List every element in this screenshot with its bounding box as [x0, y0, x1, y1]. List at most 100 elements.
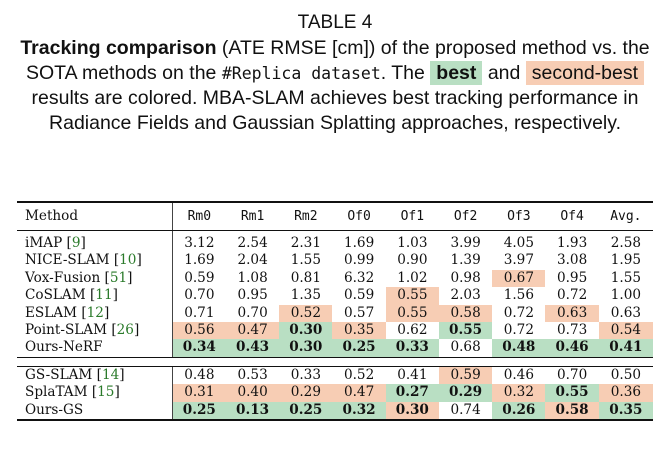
table-row-gs-slam: GS-SLAM [14] 0.48 0.53 0.33 0.52 0.41 0.59 0.46…: [17, 365, 653, 385]
second-best-legend-badge: second-best: [525, 60, 645, 85]
value-cell-rm1: 1.08: [237, 269, 268, 286]
method-label: Ours-NeRF: [25, 339, 103, 356]
value-cell-rm2: 1.55: [290, 252, 321, 269]
citation-link[interactable]: 10: [119, 252, 137, 269]
table-body: iMAP [9] 3.12 2.54 2.31 1.69 1.03 3.99 4.05 1.93…: [17, 230, 653, 422]
value-cell-avg: 0.63: [610, 304, 641, 321]
value-cell-rm0: 0.71: [171, 304, 226, 323]
citation-link[interactable]: 15: [97, 384, 115, 401]
value-cell-rm2: 0.30: [279, 322, 333, 340]
value-cell-of4: 0.63: [545, 304, 599, 323]
method-name: Ours-NeRF: [17, 339, 173, 358]
method-name: SplaTAM [15]: [25, 384, 120, 401]
value-cell-rm0: 0.48: [171, 365, 226, 385]
value-cell-of1: 0.41: [385, 365, 439, 385]
value-cell-avg: 0.50: [598, 365, 653, 385]
value-cell-avg: 1.95: [610, 252, 641, 269]
caption-lead: Tracking comparison: [20, 37, 217, 59]
value-cell-of3: 1.56: [503, 287, 534, 304]
value-cell-avg: 0.36: [598, 384, 653, 402]
tracking-results-table: Method Rm0 Rm1 Rm2 Of0 Of1 Of2 Of3 Of4 Avg. iMAP …: [17, 201, 653, 422]
method-label: iMAP: [25, 235, 63, 251]
table-row-imap: iMAP [9] 3.12 2.54 2.31 1.69 1.03 3.99 4.05 1.93…: [17, 230, 653, 253]
value-cell-rm2: 0.81: [290, 269, 321, 286]
value-cell-of1: 0.62: [397, 322, 428, 339]
value-cell-rm2: 0.33: [279, 365, 333, 385]
value-cell-avg: 0.41: [598, 339, 653, 358]
value-cell-of3: 4.05: [503, 235, 534, 251]
value-cell-of3: 0.26: [492, 401, 546, 422]
method-label: CoSLAM: [25, 287, 86, 304]
value-cell-of1: 0.33: [385, 339, 439, 358]
method-label: Point-SLAM: [25, 322, 108, 339]
value-cell-of4: 0.70: [545, 365, 599, 385]
value-cell-rm1: 2.54: [237, 235, 268, 251]
value-cell-avg: 0.54: [598, 322, 653, 340]
caption-text-3: and: [482, 61, 526, 84]
value-cell-of2: 0.74: [438, 401, 493, 422]
table-row-splatam: SplaTAM [15] 0.31 0.40 0.29 0.47 0.27 0.29 0.32…: [17, 384, 653, 402]
value-cell-rm1: 0.53: [225, 365, 280, 385]
value-cell-of2: 0.29: [438, 384, 493, 402]
value-cell-of3: 0.72: [503, 322, 534, 339]
value-cell-rm0: 0.31: [171, 384, 226, 402]
value-cell-rm0: 0.70: [171, 287, 226, 305]
value-cell-of2: 2.03: [450, 287, 481, 304]
group-spacer: [17, 357, 653, 366]
value-cell-of0: 0.32: [332, 401, 386, 422]
caption-text-4: results are colored. MBA-SLAM achieves b…: [31, 87, 639, 134]
value-cell-of3: 0.72: [503, 304, 534, 321]
method-label: SplaTAM: [25, 384, 88, 401]
table-caption: Tracking comparison (ATE RMSE [cm]) of t…: [14, 36, 656, 135]
value-cell-of1: 0.90: [397, 252, 428, 269]
table-header-row: Method Rm0 Rm1 Rm2 Of0 Of1 Of2 Of3 Of4 Avg.: [17, 201, 653, 231]
value-cell-rm0: 0.56: [171, 322, 226, 340]
value-cell-rm1: 0.95: [237, 287, 268, 304]
value-cell-of3: 0.46: [492, 365, 546, 385]
method-label: NICE-SLAM: [25, 252, 110, 269]
value-cell-rm0: 0.25: [171, 401, 226, 422]
value-cell-rm0: 3.12: [171, 230, 226, 253]
column-header-of3: Of3: [492, 201, 546, 231]
value-cell-of0: 0.52: [332, 365, 386, 385]
method-name: iMAP [9]: [25, 235, 86, 251]
citation-link[interactable]: 11: [95, 287, 113, 304]
method-label: Ours-GS: [25, 401, 84, 418]
column-header-rm1: Rm1: [225, 201, 280, 231]
value-cell-of3: 0.32: [492, 384, 546, 402]
value-cell-of0: 0.25: [332, 339, 386, 358]
method-name: Vox-Fusion [51]: [25, 269, 133, 286]
citation-link[interactable]: 12: [86, 304, 104, 321]
value-cell-of0: 0.99: [343, 252, 375, 269]
caption-text-2: . The: [380, 61, 431, 84]
citation-link[interactable]: 51: [109, 269, 128, 286]
value-cell-rm1: 2.04: [237, 252, 268, 269]
method-name: GS-SLAM [14]: [17, 365, 173, 385]
value-cell-of0: 0.59: [343, 287, 375, 304]
column-header-avg: Avg.: [598, 201, 653, 231]
value-cell-of2: 3.99: [450, 235, 481, 251]
value-cell-of4: 3.08: [556, 252, 588, 269]
value-cell-of2: 0.58: [438, 304, 493, 323]
table-row-ours-nerf: Ours-NeRF 0.34 0.43 0.30 0.25 0.33 0.68 0.48 0.4…: [17, 339, 653, 358]
value-cell-of2: 1.39: [450, 252, 481, 269]
value-cell-rm0: 1.69: [171, 252, 226, 270]
citation-link[interactable]: 9: [71, 235, 81, 251]
value-cell-of4: 0.72: [556, 287, 588, 304]
citation-link[interactable]: 14: [101, 366, 120, 383]
value-cell-rm2: 0.30: [279, 339, 333, 358]
citation-link[interactable]: 26: [116, 322, 134, 339]
column-header-of2: Of2: [438, 201, 493, 231]
table-row-ours-gs: Ours-GS 0.25 0.13 0.25 0.32 0.30 0.74 0.26 0.58 0…: [17, 401, 653, 422]
value-cell-of1: 0.27: [385, 384, 439, 402]
caption-text-1: (ATE RMSE [cm]) of the proposed method v…: [25, 37, 650, 84]
group-spacer-cell: [17, 357, 653, 366]
value-cell-of1: 0.55: [385, 304, 439, 323]
value-cell-rm2: 2.31: [290, 235, 321, 251]
table-row-point-slam: Point-SLAM [26] 0.56 0.47 0.30 0.35 0.62 0.55 0…: [17, 322, 653, 340]
value-cell-of2: 0.98: [450, 269, 481, 286]
value-cell-of3: 0.67: [492, 269, 546, 288]
method-label: GS-SLAM: [25, 366, 93, 383]
table-row-eslam: ESLAM [12] 0.71 0.70 0.52 0.57 0.55 0.58 0.72 0.…: [17, 304, 653, 323]
table-row-coslam: CoSLAM [11] 0.70 0.95 1.35 0.59 0.55 2.03 1.56 0…: [17, 287, 653, 305]
